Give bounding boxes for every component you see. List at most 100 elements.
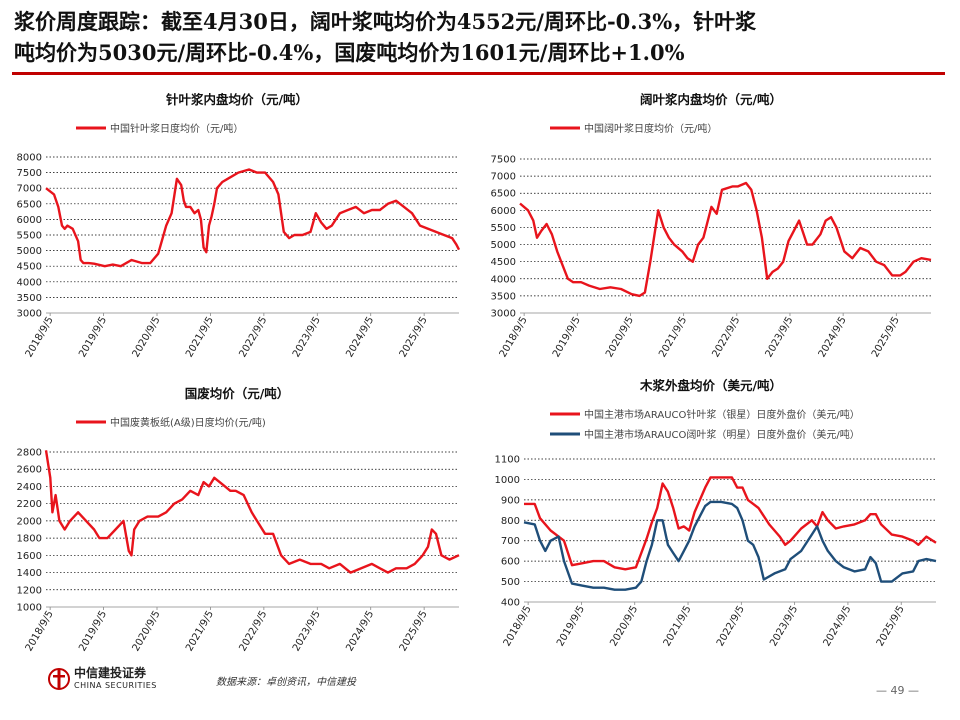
y-tick-label: 6500 [491,189,516,200]
y-tick-label: 1800 [17,534,42,545]
chart-waste-paper: 国废均价（元/吨） 中国废黄板纸(A级)日度均价(元/吨) 1000 1200 1400… [2,378,472,664]
series-line [524,476,937,571]
company-logo: 中信建投证券 CHINA SECURITIES [48,664,168,704]
y-tick-label: 4000 [491,274,516,285]
y-tick-label: 6000 [491,206,516,217]
x-tick-label: 2020/9/5 [604,315,636,359]
headline-line-1: 浆价周度跟踪：截至4月30日，阔叶浆吨均价为4552元/周环比-0.3%，针叶浆 [14,9,757,34]
x-tick-label: 2021/9/5 [662,604,694,648]
y-tick-label: 5500 [17,231,42,242]
y-tick-label: 7500 [491,155,516,166]
x-tick-label: 2024/9/5 [344,315,376,359]
y-tick-label: 3000 [491,309,516,320]
legend-label: 中国废黄板纸(A级)日度均价(元/吨) [110,416,266,429]
y-tick-label: 2800 [17,448,42,459]
y-tick-label: 1400 [17,568,42,579]
x-tick-label: 2025/9/5 [398,315,430,359]
x-tick-label: 2018/9/5 [24,609,56,653]
chart-hardwood-domestic: 阔叶浆内盘均价（元/吨） 中国阔叶浆日度均价（元/吨） 3000 3500 4000 45… [476,84,946,374]
y-tick-label: 2400 [17,482,42,493]
y-tick-label: 3500 [17,293,42,304]
y-tick-label: 1200 [17,585,42,596]
x-tick-label: 2024/9/5 [344,609,376,653]
chart-svg: 针叶浆内盘均价（元/吨） 中国针叶浆日度均价（元/吨） 3000 3500 4000 45… [17,92,461,359]
chart-title: 国废均价（元/吨） [185,386,290,401]
x-tick-label: 2023/9/5 [768,604,800,648]
title-rule [12,72,945,75]
x-tick-label: 2023/9/5 [291,315,323,359]
x-tick-label: 2020/9/5 [608,604,640,648]
y-tick-label: 5500 [491,223,516,234]
y-tick-label: 4500 [17,262,42,273]
x-tick-label: 2019/9/5 [77,609,109,653]
x-tick-label: 2018/9/5 [502,604,534,648]
y-tick-label: 2000 [17,516,42,527]
x-tick-label: 2020/9/5 [131,609,163,653]
y-tick-label: 1000 [495,475,520,486]
x-tick-label: 2022/9/5 [715,604,747,648]
x-tick-label: 2025/9/5 [398,609,430,653]
x-tick-label: 2020/9/5 [131,315,163,359]
y-tick-label: 7000 [17,184,42,195]
y-tick-label: 500 [501,577,520,588]
y-tick-label: 7000 [491,172,516,183]
legend-label: 中国针叶浆日度均价（元/吨） [110,122,243,135]
logo-emblem-icon [48,668,70,690]
y-tick-label: 6500 [17,199,42,210]
y-tick-label: 5000 [491,240,516,251]
chart-svg: 国废均价（元/吨） 中国废黄板纸(A级)日度均价(元/吨) 1000 1200 1400… [17,386,460,653]
y-tick-label: 4000 [17,277,42,288]
y-tick-label: 700 [501,536,520,547]
x-tick-label: 2019/9/5 [551,315,583,359]
x-tick-label: 2021/9/5 [184,315,216,359]
x-tick-label: 2023/9/5 [291,609,323,653]
x-tick-label: 2025/9/5 [875,604,907,648]
logo-text-cn: 中信建投证券 [74,666,147,680]
chart-svg: 阔叶浆内盘均价（元/吨） 中国阔叶浆日度均价（元/吨） 3000 3500 4000 45… [491,92,932,359]
series-line [523,500,937,591]
x-tick-label: 2021/9/5 [657,315,689,359]
x-tick-label: 2018/9/5 [24,315,56,359]
headline-line-2: 吨均价为5030元/周环比-0.4%，国废吨均价为1601元/周环比+1.0% [14,40,685,65]
x-tick-label: 2019/9/5 [77,315,109,359]
chart-title: 阔叶浆内盘均价（元/吨） [640,92,782,107]
headline: 浆价周度跟踪：截至4月30日，阔叶浆吨均价为4552元/周环比-0.3%，针叶浆… [14,6,944,68]
chart-title: 木浆外盘均价（美元/吨） [639,378,782,393]
y-tick-label: 3000 [17,309,42,320]
y-tick-label: 800 [501,516,520,527]
y-tick-label: 400 [501,598,520,609]
x-tick-label: 2019/9/5 [555,604,587,648]
y-tick-label: 5000 [17,246,42,257]
chart-svg: 木浆外盘均价（美元/吨） 中国主港市场ARAUCO针叶浆（银星）日度外盘价（美元/… [495,378,937,648]
y-tick-label: 6000 [17,215,42,226]
y-tick-label: 7500 [17,168,42,179]
chart-title: 针叶浆内盘均价（元/吨） [166,92,308,107]
y-tick-label: 8000 [17,153,42,164]
x-tick-label: 2023/9/5 [764,315,796,359]
y-tick-label: 2200 [17,499,42,510]
y-tick-label: 1000 [17,603,42,614]
y-tick-label: 600 [501,557,520,568]
x-tick-label: 2025/9/5 [870,315,902,359]
y-tick-label: 2600 [17,465,42,476]
legend-label: 中国主港市场ARAUCO针叶浆（银星）日度外盘价（美元/吨） [584,408,860,421]
logo-text-en: CHINA SECURITIES [74,681,157,690]
x-tick-label: 2024/9/5 [822,604,854,648]
y-tick-label: 4500 [491,257,516,268]
page-number: — 49 — [876,684,919,697]
series-line [519,181,932,298]
series-line [44,450,460,574]
series-line [45,168,461,268]
x-tick-label: 2021/9/5 [184,609,216,653]
y-tick-label: 1100 [495,455,520,466]
data-source: 数据来源：卓创资讯，中信建投 [216,677,356,688]
x-tick-label: 2024/9/5 [817,315,849,359]
x-tick-label: 2022/9/5 [710,315,742,359]
x-tick-label: 2022/9/5 [237,609,269,653]
chart-softwood-domestic: 针叶浆内盘均价（元/吨） 中国针叶浆日度均价（元/吨） 3000 3500 4000 45… [2,84,472,374]
legend-label: 中国阔叶浆日度均价（元/吨） [584,122,717,135]
legend-label: 中国主港市场ARAUCO阔叶浆（明星）日度外盘价（美元/吨） [584,428,860,441]
x-tick-label: 2022/9/5 [237,315,269,359]
y-tick-label: 3500 [491,291,516,302]
y-tick-label: 900 [501,495,520,506]
